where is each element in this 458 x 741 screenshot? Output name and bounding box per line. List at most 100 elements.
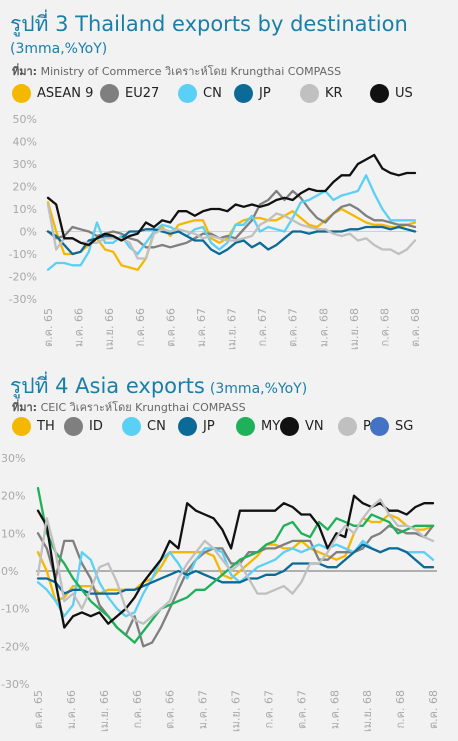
- y-tick-label: 0%: [20, 226, 37, 239]
- series-line-eu27: [46, 189, 417, 249]
- y-tick-label: 20%: [13, 181, 37, 194]
- x-tick-label: ต.ค. 67: [295, 690, 308, 729]
- chart-title: รูปที่ 3 Thailand exports by destination: [10, 8, 408, 41]
- legend-swatch: [236, 417, 255, 436]
- x-tick-label: ต.ค. 65: [42, 308, 55, 347]
- series-line-jp: [36, 543, 435, 595]
- legend-swatch: [122, 417, 141, 436]
- y-tick-label: 40%: [13, 136, 37, 149]
- y-tick-label: -30%: [9, 293, 37, 306]
- chart-title-main: รูปที่ 3 Thailand exports by destination: [10, 12, 408, 36]
- chart-source: ที่มา: CEIC วิเคราะห์โดย Krungthai COMPA…: [12, 398, 246, 416]
- legend-item-jp: JP: [234, 84, 271, 103]
- x-tick-label: ก.ค. 67: [262, 690, 275, 729]
- x-tick-label: ม.ค. 68: [317, 308, 330, 347]
- legend-item-my: MY: [236, 417, 280, 436]
- x-tick-label: ต.ค. 68: [409, 308, 422, 347]
- legend-label: US: [395, 86, 413, 101]
- x-tick-label: เม.ย. 66: [103, 308, 116, 350]
- y-tick-label: 20%: [1, 490, 25, 503]
- legend-swatch: [178, 417, 197, 436]
- x-tick-label: ก.ค. 67: [256, 308, 269, 347]
- y-tick-label: 30%: [1, 452, 25, 465]
- legend-label: JP: [203, 419, 215, 434]
- y-tick-label: -20%: [9, 271, 37, 284]
- chart-legend: ASEAN 9 EU27 CN JP KR US: [12, 84, 454, 106]
- x-tick-label: ม.ค. 66: [73, 308, 86, 347]
- chart-legend: THIDCNJPMYVNPHSG: [12, 417, 454, 439]
- y-tick-label: 30%: [13, 158, 37, 171]
- legend-item-cn: CN: [178, 84, 222, 103]
- series-line-cn: [46, 174, 417, 271]
- legend-item-asean-9: ASEAN 9: [12, 84, 93, 103]
- x-tick-label: ต.ค. 66: [164, 690, 177, 729]
- legend-label: JP: [259, 86, 271, 101]
- legend-label: MY: [261, 419, 281, 434]
- legend-label: SG: [395, 419, 414, 434]
- y-tick-label: 0%: [1, 565, 18, 578]
- legend-swatch: [370, 417, 389, 436]
- legend-swatch: [280, 417, 299, 436]
- x-tick-label: ม.ค. 66: [65, 690, 78, 729]
- legend-label: VN: [305, 419, 324, 434]
- source-text: CEIC วิเคราะห์โดย Krungthai COMPASS: [40, 401, 246, 414]
- legend-item-vn: VN: [280, 417, 324, 436]
- y-tick-label: -30%: [1, 678, 29, 691]
- legend-label: KR: [325, 86, 343, 101]
- x-tick-label: ก.ค. 66: [131, 690, 144, 729]
- y-tick-label: -10%: [1, 603, 29, 616]
- chart-panel-1: รูปที่ 3 Thailand exports by destination…: [0, 0, 458, 355]
- chart-title-sub: (3mma,%YoY): [209, 381, 308, 397]
- legend-label: ASEAN 9: [37, 86, 94, 101]
- legend-swatch: [300, 84, 319, 103]
- x-tick-label: ก.ค. 68: [394, 690, 407, 729]
- line-chart: -30% -20% -10% 0% 10% 20% 30% 40% 50% ต.ค. 65 ม.ค.…: [9, 113, 422, 350]
- x-tick-label: ม.ค. 67: [197, 690, 210, 729]
- series-line-id: [36, 524, 435, 648]
- series-line-ph: [36, 498, 435, 625]
- y-tick-label: -20%: [1, 640, 29, 653]
- x-tick-label: ต.ค. 65: [32, 690, 45, 729]
- legend-label: TH: [37, 419, 55, 434]
- legend-label: EU27: [125, 86, 160, 101]
- x-tick-label: ก.ค. 66: [134, 308, 147, 347]
- legend-item-cn: CN: [122, 417, 166, 436]
- source-text: Ministry of Commerce วิเคราะห์โดย Krungt…: [40, 65, 342, 78]
- series-line-us: [46, 153, 417, 247]
- x-tick-label: ต.ค. 68: [427, 690, 440, 729]
- x-tick-label: เม.ย. 67: [226, 308, 239, 350]
- x-tick-label: เม.ย. 67: [230, 690, 243, 732]
- legend-label: CN: [147, 419, 166, 434]
- x-tick-label: ม.ค. 67: [195, 308, 208, 347]
- legend-swatch: [370, 84, 389, 103]
- legend-item-eu27: EU27: [100, 84, 159, 103]
- y-tick-label: 10%: [1, 527, 25, 540]
- legend-label: ID: [89, 419, 103, 434]
- legend-item-id: ID: [64, 417, 103, 436]
- chart-panel-2: รูปที่ 4 Asia exports (3mma,%YoY) ที่มา:…: [0, 362, 458, 741]
- chart-title-sub: (3mma,%YoY): [10, 41, 108, 57]
- legend-swatch: [178, 84, 197, 103]
- legend-item-jp: JP: [178, 417, 215, 436]
- y-tick-label: 50%: [13, 113, 37, 126]
- x-tick-label: เม.ย. 66: [98, 690, 111, 732]
- legend-item-kr: KR: [300, 84, 343, 103]
- legend-swatch: [64, 417, 83, 436]
- x-tick-label: ต.ค. 66: [164, 308, 177, 347]
- legend-item-sg: SG: [370, 417, 413, 436]
- series-line-kr: [46, 203, 417, 260]
- line-chart: -30% -20% -10% 0% 10% 20% 30% ต.ค. 65 ม.ค. 66 เม.…: [1, 452, 440, 732]
- chart-source: ที่มา: Ministry of Commerce วิเคราะห์โดย…: [12, 62, 341, 80]
- series-line-jp: [46, 225, 417, 256]
- x-tick-label: ม.ค. 68: [328, 690, 341, 729]
- legend-swatch: [100, 84, 119, 103]
- x-tick-label: ต.ค. 67: [287, 308, 300, 347]
- series-line-vn: [36, 494, 435, 629]
- legend-item-us: US: [370, 84, 413, 103]
- series-line-cn: [36, 539, 435, 618]
- legend-swatch: [12, 84, 31, 103]
- chart-subtitle: (3mma,%YoY): [10, 38, 107, 57]
- x-tick-label: เม.ย. 68: [361, 690, 374, 732]
- y-tick-label: 10%: [13, 203, 37, 216]
- legend-label: CN: [203, 86, 222, 101]
